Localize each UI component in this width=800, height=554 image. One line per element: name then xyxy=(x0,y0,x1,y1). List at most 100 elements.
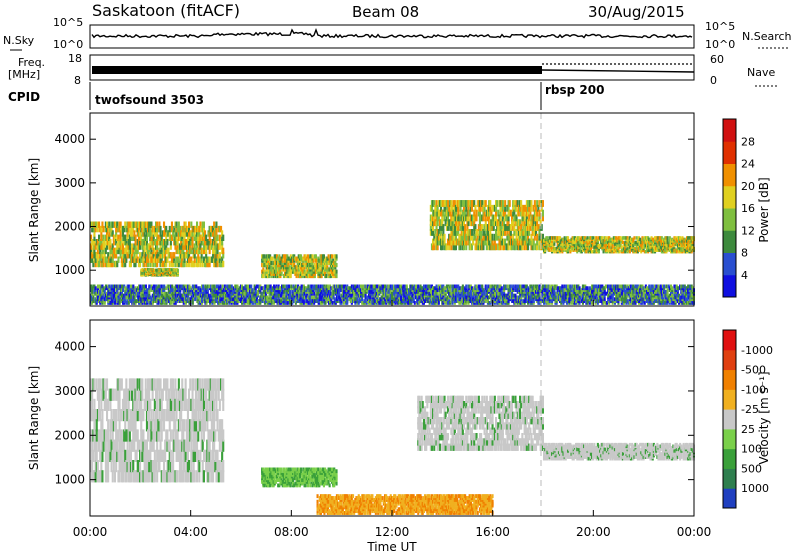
echo-cell xyxy=(657,240,660,245)
echo-cell xyxy=(295,271,298,276)
echo-cell xyxy=(429,204,432,212)
echo-cell xyxy=(623,243,626,248)
echo-cell xyxy=(557,236,560,240)
echo-cell xyxy=(143,225,146,233)
echo-cell xyxy=(246,284,249,289)
echo-cell xyxy=(259,295,262,300)
echo-cell xyxy=(459,214,462,222)
echo-cell xyxy=(236,295,239,300)
echo-cell xyxy=(321,254,324,259)
echo-cell xyxy=(308,301,311,305)
echo-cell xyxy=(497,233,500,241)
echo-cell xyxy=(579,249,582,254)
echo-cell xyxy=(308,265,311,270)
echo-cell xyxy=(540,238,543,246)
echo-cell xyxy=(191,293,194,298)
echo-cell xyxy=(202,225,205,233)
echo-cell xyxy=(311,288,314,292)
echo-cell xyxy=(270,297,273,302)
echo-cell xyxy=(556,245,559,249)
echo-cell xyxy=(419,299,422,303)
echo-cell xyxy=(142,260,145,268)
echo-cell xyxy=(282,265,285,270)
echo-cell xyxy=(247,284,250,289)
echo-cell xyxy=(151,301,154,305)
echo-cell xyxy=(368,299,371,303)
echo-cell xyxy=(449,291,452,296)
echo-cell xyxy=(379,286,382,291)
echo-cell xyxy=(184,295,187,300)
echo-cell xyxy=(163,239,166,246)
echo-cell xyxy=(450,238,453,246)
echo-cell xyxy=(289,301,292,305)
echo-cell xyxy=(169,239,172,246)
echo-cell xyxy=(143,221,146,228)
echo-cell xyxy=(517,233,520,241)
echo-cell xyxy=(458,297,461,302)
echo-cell xyxy=(225,301,228,305)
echo-cell xyxy=(294,265,297,270)
echo-cell xyxy=(361,301,364,305)
echo-cell xyxy=(274,265,277,270)
echo-cell xyxy=(285,260,288,265)
echo-cell xyxy=(178,284,181,289)
echo-cell xyxy=(292,263,295,268)
echo-cell xyxy=(486,204,489,212)
echo-cell xyxy=(374,291,377,296)
echo-cell xyxy=(100,252,103,259)
echo-cell xyxy=(429,290,432,294)
echo-cell xyxy=(424,291,427,296)
echo-cell xyxy=(116,225,119,233)
echo-cell xyxy=(624,246,627,251)
echo-cell xyxy=(182,243,185,250)
echo-cell xyxy=(420,288,423,292)
echo-cell xyxy=(147,268,150,271)
echo-cell xyxy=(492,214,495,222)
echo-cell xyxy=(111,252,114,259)
echo-cell xyxy=(682,240,685,245)
echo-cell xyxy=(392,301,395,305)
echo-cell xyxy=(254,286,257,291)
echo-cell xyxy=(335,284,338,289)
echo-cell xyxy=(110,288,113,292)
echo-cell xyxy=(452,209,455,217)
echo-cell xyxy=(476,238,479,246)
echo-cell xyxy=(480,238,483,246)
echo-cell xyxy=(593,242,596,246)
echo-cell xyxy=(287,260,290,265)
echo-cell xyxy=(142,243,145,250)
echo-cell xyxy=(286,258,289,263)
echo-cell xyxy=(166,256,169,263)
echo-cell xyxy=(432,219,435,227)
echo-cell xyxy=(279,260,282,265)
echo-cell xyxy=(567,236,570,240)
echo-cell xyxy=(141,284,144,289)
echo-cell xyxy=(356,284,359,289)
echo-cell xyxy=(304,271,307,276)
echo-cell xyxy=(477,209,480,217)
echo-cell xyxy=(93,230,96,237)
echo-cell xyxy=(541,209,544,217)
echo-cell xyxy=(380,295,383,300)
echo-cell xyxy=(196,299,199,303)
echo-cell xyxy=(158,221,161,228)
echo-cell xyxy=(157,290,160,294)
echo-cell xyxy=(346,291,349,296)
echo-cell xyxy=(523,229,526,236)
echo-cell xyxy=(246,293,249,298)
echo-cell xyxy=(438,209,441,217)
echo-cell xyxy=(490,243,493,251)
echo-cell xyxy=(427,299,430,303)
echo-cell xyxy=(466,229,469,236)
echo-cell xyxy=(190,293,193,298)
echo-cell xyxy=(462,200,465,207)
echo-cell xyxy=(674,236,677,240)
echo-cell xyxy=(515,219,518,227)
echo-cell xyxy=(158,284,161,289)
echo-cell xyxy=(166,268,169,271)
echo-cell xyxy=(173,286,176,291)
echo-cell xyxy=(435,219,438,227)
echo-cell xyxy=(238,288,241,292)
echo-cell xyxy=(332,271,335,276)
echo-cell xyxy=(231,293,234,298)
